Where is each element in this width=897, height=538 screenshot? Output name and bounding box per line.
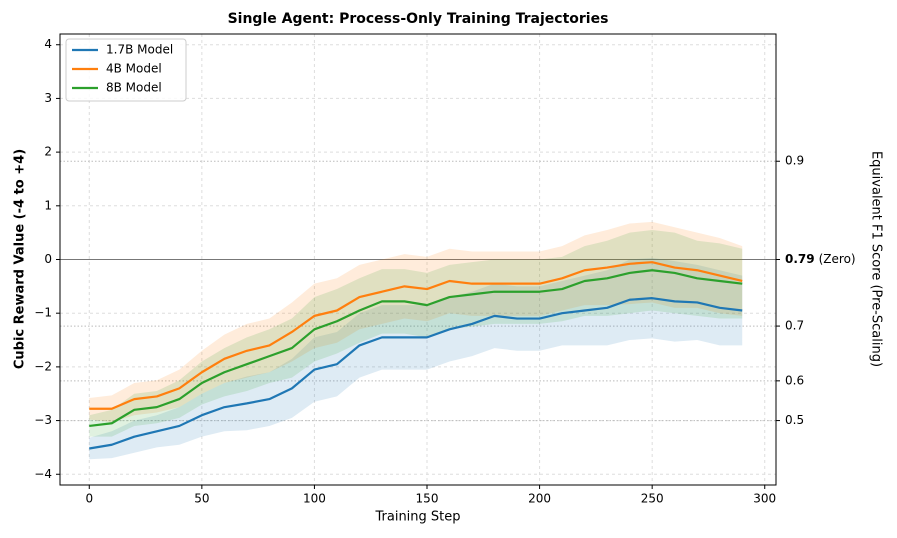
y-tick-label: 0 [44, 252, 52, 266]
x-tick-label: 250 [641, 492, 664, 506]
legend-label: 8B Model [106, 81, 162, 95]
y2-tick-label: 0.7 [785, 319, 804, 333]
legend-box [65, 38, 187, 102]
y2-tick-label: 0.6 [785, 373, 804, 387]
y-tick-label: −3 [34, 413, 52, 427]
x-tick-label: 300 [753, 492, 776, 506]
y-tick-label: −1 [34, 306, 52, 320]
plot-frame [59, 33, 777, 486]
legend: 1.7B Model 4B Model 8B Model [65, 38, 187, 102]
y2-axis-label: Equivalent F1 Score (Pre-Scaling) [869, 151, 884, 367]
series-line [89, 269, 743, 428]
y2-tick-label: 0.5 [785, 413, 804, 427]
series-line [89, 297, 743, 450]
series-line [89, 261, 743, 410]
x-axis-label: Training Step [374, 510, 460, 525]
y-tick-label: −4 [34, 467, 52, 481]
legend-label: 1.7B Model [106, 43, 173, 57]
x-tick-label: 200 [528, 492, 551, 506]
x-tick-label: 50 [194, 492, 209, 506]
legend-label: 4B Model [106, 62, 162, 76]
y-tick-label: 3 [44, 91, 52, 105]
zero-annotation: (Zero) [819, 252, 856, 266]
y-tick-label: −2 [34, 359, 52, 373]
error-band [89, 257, 743, 460]
y-tick-label: 4 [44, 37, 52, 51]
x-tick-label: 100 [303, 492, 326, 506]
x-tick-label: 150 [416, 492, 439, 506]
y2-tick-label: 0.9 [785, 154, 804, 168]
y2-tick-label: 0.79 [785, 252, 815, 266]
error-band [89, 229, 743, 437]
y-tick-label: 1 [44, 198, 52, 212]
y-tick-label: 2 [44, 145, 52, 159]
y-axis-label: Cubic Reward Value (-4 to +4) [13, 149, 28, 369]
x-tick-label: 0 [85, 492, 93, 506]
chart-title: Single Agent: Process-Only Training Traj… [228, 11, 609, 27]
